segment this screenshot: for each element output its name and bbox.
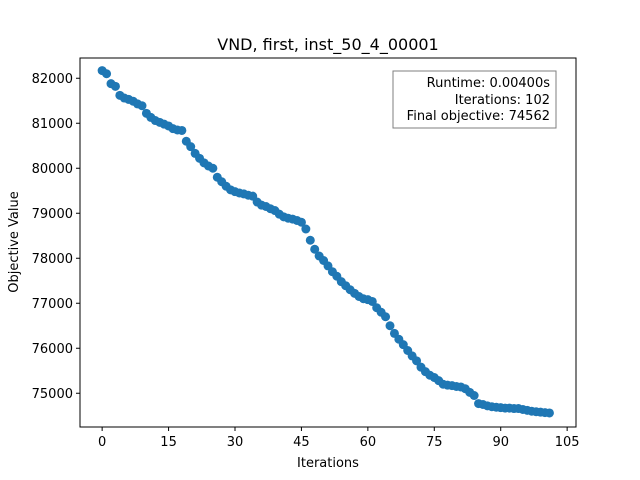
data-point — [367, 296, 377, 306]
data-point — [296, 217, 306, 227]
x-tick-label: 30 — [227, 435, 244, 450]
data-point — [469, 391, 479, 400]
chart-title: VND, first, inst_50_4_00001 — [217, 35, 438, 55]
data-point — [385, 321, 395, 331]
info-runtime: Runtime: 0.00400s — [427, 76, 551, 91]
axes-frame — [79, 57, 577, 428]
data-point — [177, 125, 187, 135]
data-point — [305, 235, 315, 245]
y-tick-label: 82000 — [32, 72, 73, 87]
x-tick-label: 105 — [555, 435, 580, 450]
x-tick-label: 45 — [293, 435, 310, 450]
y-tick-label: 77000 — [32, 297, 73, 312]
data-point — [186, 142, 196, 152]
data-point — [310, 244, 320, 254]
y-tick-label: 78000 — [32, 252, 73, 267]
x-tick-label: 75 — [426, 435, 443, 450]
info-iterations: Iterations: 102 — [455, 93, 550, 108]
x-tick-label: 15 — [160, 435, 177, 450]
x-axis: 0 15 30 45 60 75 90 105 — [98, 427, 580, 450]
data-point — [381, 312, 391, 322]
x-axis-label: Iterations — [297, 456, 359, 471]
plot-area — [97, 66, 554, 418]
data-point — [544, 408, 554, 418]
x-tick-label: 0 — [98, 435, 106, 450]
data-point — [208, 163, 218, 173]
info-final-objective: Final objective: 74562 — [407, 109, 550, 124]
y-tick-label: 80000 — [32, 162, 73, 177]
y-axis-label: Objective Value — [7, 191, 22, 292]
y-tick-label: 75000 — [32, 387, 73, 402]
y-tick-label: 76000 — [32, 342, 73, 357]
y-tick-label: 81000 — [32, 117, 73, 132]
x-tick-label: 90 — [492, 435, 509, 450]
data-point — [301, 224, 311, 234]
info-box: Runtime: 0.00400s Iterations: 102 Final … — [392, 70, 557, 129]
data-point — [137, 101, 147, 111]
info-box-frame — [392, 70, 557, 129]
x-tick-label: 60 — [360, 435, 377, 450]
y-axis: 75000 76000 77000 78000 79000 80000 81000 82000 — [32, 72, 80, 402]
y-tick-label: 79000 — [32, 207, 73, 222]
data-point — [102, 69, 112, 79]
data-point — [412, 356, 422, 366]
data-point — [110, 81, 120, 91]
